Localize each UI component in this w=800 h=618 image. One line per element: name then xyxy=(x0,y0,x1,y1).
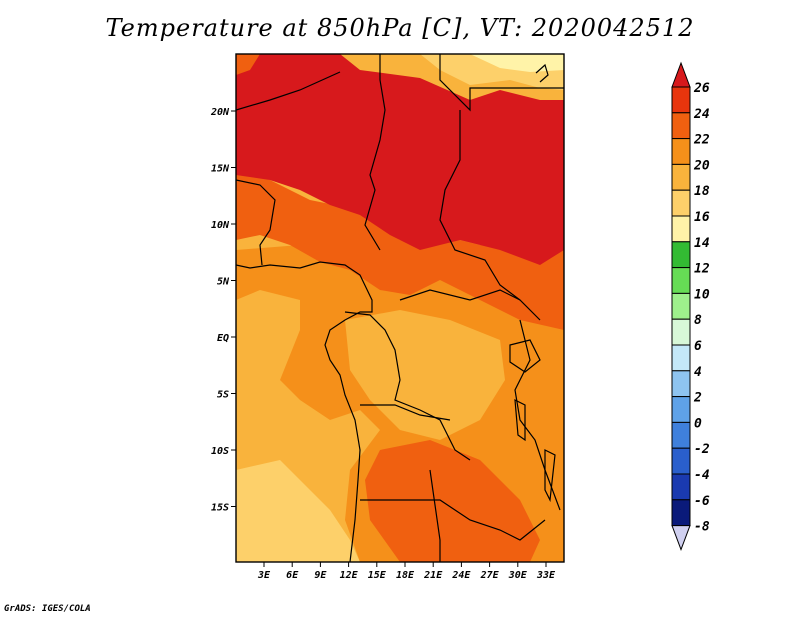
field-24-26 xyxy=(236,54,564,265)
colorbar-label: 0 xyxy=(694,416,702,431)
lon-tick-label: 27E xyxy=(480,570,500,581)
colorbar-segment xyxy=(671,370,691,398)
grads-credit: GrADS: IGES/COLA xyxy=(4,604,91,614)
lon-tick-label: 3E xyxy=(257,570,271,581)
lon-tick-label: 9E xyxy=(314,570,327,581)
lat-tick-label: 20N xyxy=(210,107,230,118)
border-car-drc xyxy=(399,289,541,321)
colorbar-label: 24 xyxy=(693,107,710,122)
colorbar-label: 10 xyxy=(694,287,710,302)
colorbar-segment xyxy=(671,396,691,423)
coast-northeast xyxy=(535,63,549,83)
coastlines-and-borders xyxy=(236,54,564,562)
longitude-axis: 3E 6E 9E 12E 15E 18E 21E 24E 27E 30E 33E xyxy=(257,562,556,581)
field-22-24-northwest xyxy=(236,54,260,75)
field-22-24-north xyxy=(236,170,564,330)
border-southern-africa xyxy=(360,499,546,541)
colorbar-label: 12 xyxy=(694,262,710,277)
border-congo-drc xyxy=(344,311,471,461)
lon-tick-label: 24E xyxy=(451,570,471,581)
lat-tick-label: EQ xyxy=(217,333,229,344)
colorbar-bottom-arrow xyxy=(671,525,691,552)
colorbar-segment xyxy=(671,499,691,527)
colorbar-label: 22 xyxy=(693,133,710,148)
colorbar-segment xyxy=(671,138,691,165)
field-22-24-south xyxy=(365,440,540,562)
lake-tanganyika xyxy=(514,398,526,442)
lake-malawi xyxy=(544,449,556,503)
colorbar-label: -4 xyxy=(694,468,710,483)
colorbar-label: 14 xyxy=(694,236,710,251)
colorbar-segment xyxy=(671,292,691,320)
lon-tick-label: 15E xyxy=(368,570,387,581)
lon-tick-label: 21E xyxy=(423,570,443,581)
colorbar-segment xyxy=(671,473,691,501)
border-chad-sudan xyxy=(439,110,521,301)
colorbar-label: -6 xyxy=(694,494,710,509)
west-coastline xyxy=(236,261,373,562)
colorbar-segment xyxy=(671,215,691,243)
colorbar-label: 6 xyxy=(694,339,702,354)
colorbar-label: 8 xyxy=(694,313,702,328)
lat-tick-label: 10N xyxy=(211,220,230,231)
lon-tick-label: 6E xyxy=(286,570,299,581)
colorbar-label: 4 xyxy=(694,365,702,380)
border-west-africa xyxy=(236,179,276,266)
lat-tick-label: 15N xyxy=(211,164,230,175)
colorbar-segment xyxy=(671,447,691,475)
colorbar-segment xyxy=(671,318,691,346)
colorbar-label: 20 xyxy=(693,158,710,173)
chart-title: Temperature at 850hPa [C], VT: 202004251… xyxy=(105,14,695,42)
colorbar-label: 16 xyxy=(694,210,710,225)
colorbar-segment xyxy=(671,421,691,449)
colorbar-label: 18 xyxy=(694,184,710,199)
lon-tick-label: 33E xyxy=(536,570,556,581)
colorbar-top-arrow xyxy=(671,61,691,88)
lon-tick-label: 12E xyxy=(340,570,359,581)
lon-tick-label: 30E xyxy=(508,570,528,581)
border-libya-egypt xyxy=(439,54,564,112)
lat-tick-label: 5S xyxy=(217,390,229,401)
colorbar-label: -8 xyxy=(694,520,710,535)
colorbar-segment xyxy=(671,112,691,140)
colorbar-segment xyxy=(671,241,691,269)
lat-tick-label: 5N xyxy=(217,277,230,288)
temperature-field xyxy=(236,54,564,562)
border-namibia-botswana xyxy=(429,469,441,562)
field-16-18-southwest xyxy=(236,460,360,562)
border-angola-north xyxy=(360,404,451,421)
colorbar-segment xyxy=(671,189,691,217)
colorbar-segment xyxy=(671,86,691,114)
map-frame xyxy=(235,53,565,563)
border-niger-nigeria xyxy=(364,54,386,251)
field-18-20-basin xyxy=(345,310,505,440)
colorbar-label: -2 xyxy=(694,442,710,457)
lat-tick-label: 15S xyxy=(211,503,229,514)
field-14-16-north xyxy=(470,54,564,72)
lat-tick-label: 10S xyxy=(211,446,229,457)
latitude-axis: 20N 15N 10N 5N EQ 5S 10S 15S xyxy=(210,107,236,514)
lake-victoria xyxy=(509,339,541,373)
colorbar-label: 2 xyxy=(693,391,702,406)
colorbar-segment xyxy=(671,267,691,294)
lon-tick-label: 18E xyxy=(396,570,415,581)
colorbar-segment xyxy=(671,344,691,372)
colorbar-segment xyxy=(671,163,691,191)
colorbar-label: 26 xyxy=(693,81,710,96)
border-north-west xyxy=(236,71,341,111)
